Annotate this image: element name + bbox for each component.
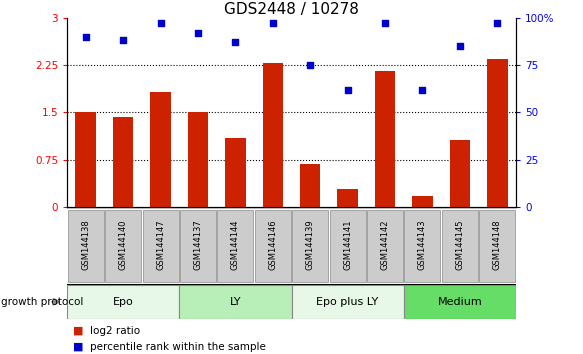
Text: GSM144139: GSM144139 xyxy=(305,219,315,270)
Bar xyxy=(367,210,403,282)
Text: GSM144140: GSM144140 xyxy=(119,219,128,270)
Bar xyxy=(143,210,178,282)
Bar xyxy=(255,210,291,282)
Text: GSM144146: GSM144146 xyxy=(268,219,278,270)
Bar xyxy=(292,285,403,319)
Bar xyxy=(262,63,283,207)
Bar xyxy=(375,72,395,207)
Bar xyxy=(105,210,141,282)
Text: GSM144145: GSM144145 xyxy=(455,219,464,270)
Bar xyxy=(75,113,96,207)
Bar xyxy=(179,285,292,319)
Bar xyxy=(217,210,254,282)
Bar xyxy=(292,210,328,282)
Bar xyxy=(338,189,358,207)
Point xyxy=(156,21,165,26)
Text: Epo plus LY: Epo plus LY xyxy=(317,297,379,307)
Text: percentile rank within the sample: percentile rank within the sample xyxy=(90,342,266,352)
Text: GSM144144: GSM144144 xyxy=(231,219,240,270)
Bar xyxy=(113,118,134,207)
Point xyxy=(231,40,240,45)
Title: GDS2448 / 10278: GDS2448 / 10278 xyxy=(224,1,359,17)
Bar xyxy=(442,210,478,282)
Text: GSM144148: GSM144148 xyxy=(493,219,502,270)
Text: LY: LY xyxy=(230,297,241,307)
Text: GSM144142: GSM144142 xyxy=(381,219,389,270)
Point xyxy=(380,21,389,26)
Point xyxy=(493,21,502,26)
Point xyxy=(455,43,465,49)
Bar xyxy=(403,285,516,319)
Point xyxy=(343,87,352,92)
Bar xyxy=(405,210,440,282)
Point xyxy=(268,21,278,26)
Point xyxy=(81,34,90,40)
Point xyxy=(418,87,427,92)
Bar xyxy=(412,196,433,207)
Bar xyxy=(67,285,179,319)
Text: GSM144137: GSM144137 xyxy=(194,219,202,270)
Point xyxy=(118,38,128,43)
Text: ■: ■ xyxy=(73,326,83,336)
Bar xyxy=(479,210,515,282)
Text: Medium: Medium xyxy=(437,297,482,307)
Point xyxy=(305,62,315,68)
Text: GSM144147: GSM144147 xyxy=(156,219,165,270)
Text: GSM144141: GSM144141 xyxy=(343,219,352,270)
Bar xyxy=(300,164,321,207)
Bar xyxy=(180,210,216,282)
Bar xyxy=(188,113,208,207)
Bar xyxy=(68,210,104,282)
Bar xyxy=(329,210,366,282)
Text: growth protocol: growth protocol xyxy=(1,297,83,307)
Text: GSM144143: GSM144143 xyxy=(418,219,427,270)
Text: GSM144138: GSM144138 xyxy=(81,219,90,270)
Bar xyxy=(487,59,508,207)
Point xyxy=(194,30,203,36)
Bar xyxy=(150,92,171,207)
Text: ■: ■ xyxy=(73,342,83,352)
Text: Epo: Epo xyxy=(113,297,134,307)
Bar xyxy=(449,139,470,207)
Text: log2 ratio: log2 ratio xyxy=(90,326,141,336)
Bar xyxy=(225,138,245,207)
